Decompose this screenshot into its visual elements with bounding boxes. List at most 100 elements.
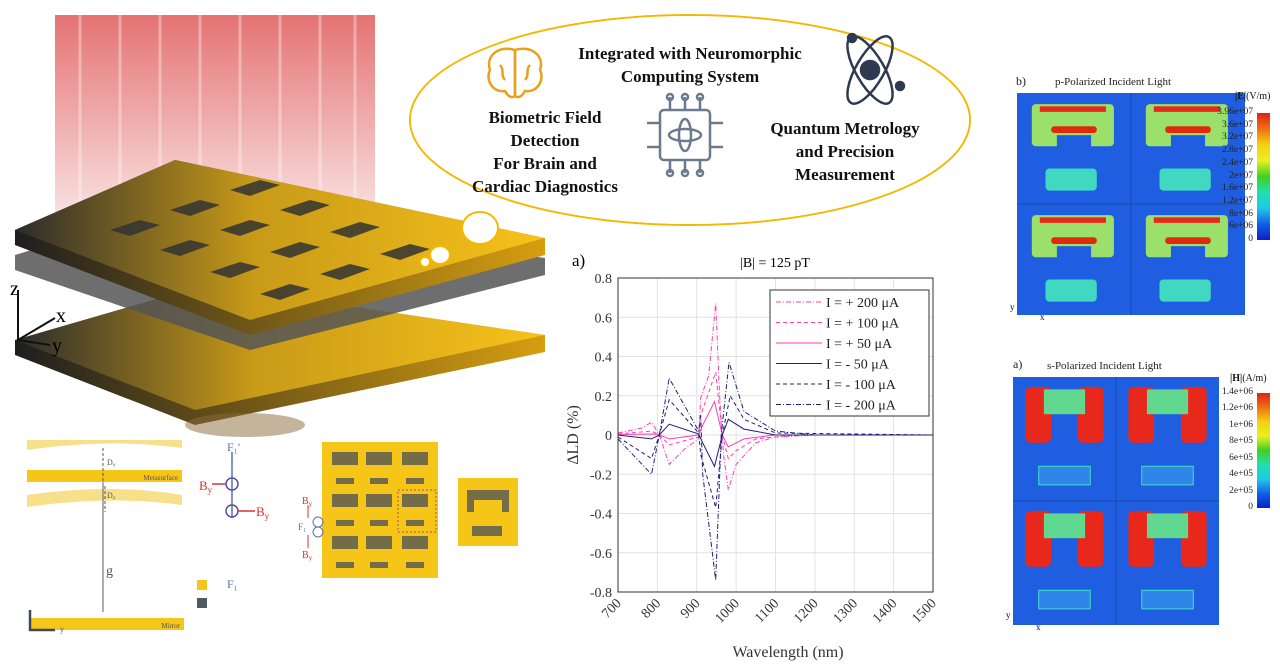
text-line: Detection: [510, 131, 580, 150]
delta-ld-chart: a) |B| = 125 pT 700 800 900 1000 1100 1200 130…: [565, 251, 940, 661]
colorbar-tick-label: 1.2e+06: [1222, 403, 1253, 414]
axis-arrows: [28, 610, 55, 632]
metasurface-3d-illustration: z x y: [10, 15, 545, 437]
chart-title: |B| = 125 pT: [740, 256, 810, 271]
top-force-label: F₁: [298, 522, 306, 532]
x-tick-label: 1500: [909, 596, 939, 626]
field-bar: [1045, 168, 1097, 191]
force-top-label: F₁': [227, 440, 240, 454]
s-panel-label: a): [1013, 357, 1023, 371]
neuromorphic-text: Integrated with Neuromorphic Computing S…: [540, 42, 840, 88]
colorbar-tick-label: 1.2e+07: [1222, 195, 1253, 206]
y-tick-label: 0.2: [595, 390, 613, 405]
quantity: |E|: [1235, 91, 1247, 102]
text-line: Cardiac Diagnostics: [472, 177, 618, 196]
biometric-text: Biometric Field Detection For Brain and …: [440, 106, 650, 198]
chart-panel-label: a): [572, 251, 585, 270]
field-hotspot: [1031, 104, 1114, 147]
field-hotspot: [1145, 104, 1228, 147]
legend-label: I = - 50 μA: [826, 358, 890, 373]
chart-legend: I = + 200 μA I = + 100 μA I = + 50 μA I = -…: [769, 289, 930, 417]
text-line: Measurement: [795, 165, 895, 184]
legend-label: I = + 100 μA: [826, 317, 900, 332]
p-axis-y: y: [1010, 302, 1015, 312]
text-line: Biometric Field: [488, 108, 602, 127]
legend-gray-swatch: [197, 598, 207, 608]
quantum-text: Quantum Metrology and Precision Measurem…: [745, 117, 945, 186]
gap-d1-label: D₀: [107, 458, 116, 467]
colorbar-tick-label: 6e+06: [1229, 221, 1253, 232]
colorbar-tick-label: 6e+05: [1229, 452, 1253, 463]
s-axis-x: x: [1036, 622, 1041, 632]
p-axis-x: x: [1040, 312, 1045, 322]
text-line: Integrated with Neuromorphic: [578, 44, 802, 63]
mirror-label: Mirror: [161, 622, 180, 630]
schematic-diagram: Metasurface Mirror D₀ D₀ g y F₁' F₁ By B…: [27, 440, 518, 634]
thought-bubble-medium: [429, 245, 451, 265]
plot-frame: [617, 277, 934, 593]
p-field-map: [1017, 93, 1245, 315]
thought-bubble-large: [461, 211, 499, 245]
colorbar-tick-label: 2.4e+07: [1222, 157, 1253, 168]
s-axis-y: y: [1006, 610, 1011, 620]
thought-bubble-small: [419, 256, 431, 268]
p-panel-label: b): [1016, 74, 1026, 88]
field-hotspot: [1145, 215, 1228, 258]
legend-label: I = - 200 μA: [826, 399, 897, 414]
legend-box: [769, 289, 930, 417]
s-panel-title: s-Polarized Incident Light: [1047, 360, 1162, 372]
x-tick-label: 800: [639, 596, 664, 621]
gap-g-label: g: [106, 564, 113, 579]
thought-cloud: [409, 14, 971, 268]
y-axis-label: ΔLD (%): [565, 405, 582, 465]
mirror-slab: [15, 285, 545, 437]
field-bar: [1038, 465, 1091, 486]
colorbar-tick-label: 1e+06: [1229, 419, 1253, 430]
colorbar-tick-label: 2e+07: [1229, 170, 1253, 181]
force-bottom-label: F₁: [227, 577, 238, 591]
legend-label: I = - 100 μA: [826, 378, 897, 393]
colorbar-tick-label: 1.6e+07: [1222, 183, 1253, 194]
top-by-lower-label: By: [302, 550, 313, 562]
legend-label: I = + 50 μA: [826, 337, 893, 352]
x-axis-label: Wavelength (nm): [732, 644, 843, 661]
metasurface-label: Metasurface: [143, 474, 178, 482]
unit: (A/m): [1242, 373, 1267, 384]
metasurface-layer: [27, 470, 182, 482]
unit-cells: [332, 452, 428, 568]
force-diagram: [212, 452, 255, 518]
brain-icon: [487, 47, 543, 99]
colorbar-tick-label: 2e+05: [1229, 485, 1253, 496]
x-tick-label: 1200: [791, 596, 821, 626]
y-tick-label: 0.8: [595, 272, 613, 287]
y-tick-label: -0.2: [590, 468, 612, 483]
colorbar-tick-label: 3.6e+07: [1222, 119, 1253, 130]
colorbar-tick-label: 8e+05: [1229, 436, 1253, 447]
text-line: For Brain and: [493, 154, 597, 173]
quantity: |H|: [1230, 373, 1243, 384]
field-bar: [1141, 465, 1194, 486]
colorbar-tick-label: 8e+06: [1229, 208, 1253, 219]
colorbar-tick-label: 1.4e+06: [1222, 387, 1253, 397]
colorbar-tick-label: 2.8e+07: [1222, 145, 1253, 156]
mirror-layer: [30, 618, 184, 630]
axis-y-label: y: [52, 335, 62, 357]
p-colorbar: [1257, 113, 1270, 240]
gap-d2-label: D₀: [107, 491, 116, 500]
field-bar: [1159, 168, 1211, 191]
colorbar-tick-label: 4e+05: [1229, 469, 1253, 480]
x-tick-label: 1100: [752, 596, 782, 626]
x-tick-label: 1000: [713, 596, 743, 626]
p-colorbar-title: |E|(V/m): [1235, 91, 1271, 102]
s-colorbar: [1257, 393, 1270, 508]
y-tick-label: 0: [605, 429, 612, 444]
field-bar: [1045, 279, 1097, 302]
y-tick-label: 0.4: [595, 351, 613, 366]
axis-z-label: z: [10, 278, 19, 300]
top-by-upper-label: By: [302, 496, 313, 508]
text-line: Quantum Metrology: [770, 119, 920, 138]
colorbar-tick-label: 3.2e+07: [1222, 132, 1253, 143]
x-tick-label: 1300: [831, 596, 861, 626]
series-line: [617, 303, 933, 491]
axis-x-label: x: [56, 305, 66, 327]
